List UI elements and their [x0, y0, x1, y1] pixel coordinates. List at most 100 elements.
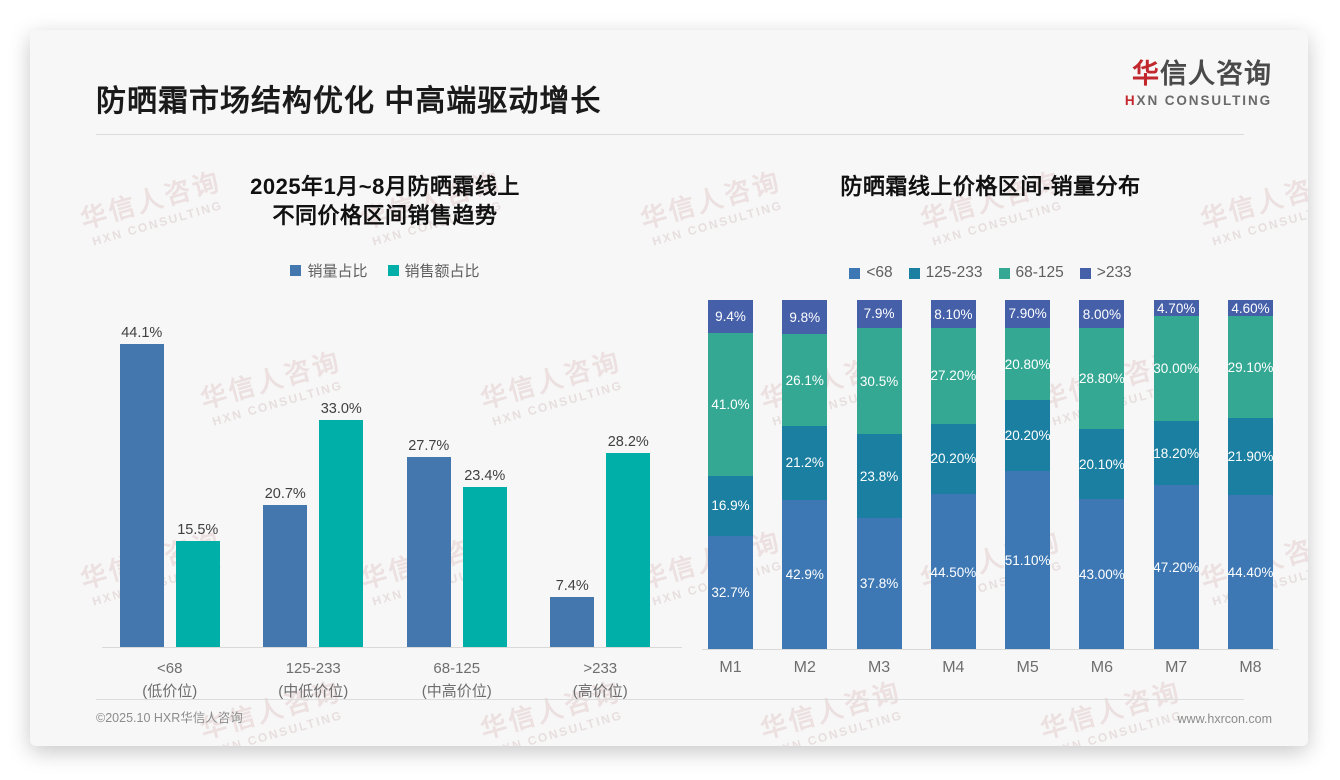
stacked-bar-segment[interactable]: 30.5%	[856, 327, 902, 435]
bar-rect[interactable]	[462, 486, 507, 649]
stacked-bar-segment[interactable]: 9.8%	[782, 300, 828, 335]
plot-area-grouped: 44.1% 15.5% 20.7% 33.0% 27.7% 23.4% 7.4% 28.2%	[80, 303, 690, 649]
stacked-bar-segment[interactable]: 7.90%	[1005, 300, 1051, 328]
x-axis-labels-grouped: <68 (低价位) 125-233 (中低价位) 68-125 (中高价位) >233 (高价…	[80, 658, 690, 703]
bar-rect[interactable]	[550, 597, 595, 649]
stacked-bar-column[interactable]: 7.9% 30.5% 23.8% 37.8%	[856, 300, 902, 651]
bar-rect[interactable]	[263, 505, 308, 649]
legend-label: 销量占比	[307, 263, 368, 281]
bar-rect[interactable]	[119, 343, 164, 649]
stacked-bar-column[interactable]: 4.70% 30.00% 18.20% 47.20%	[1153, 300, 1200, 651]
legend-swatch-icon	[1079, 267, 1091, 279]
stacked-bar-segment[interactable]: 20.20%	[930, 423, 976, 495]
segment-value-label: 8.00%	[1082, 306, 1122, 322]
stacked-bar-segment[interactable]: 20.80%	[1005, 327, 1051, 401]
stacked-bar-segment[interactable]: 4.60%	[1227, 300, 1273, 317]
bar-value-label: 44.1%	[121, 324, 163, 341]
stacked-bar-segment[interactable]: 7.9%	[856, 300, 902, 328]
bar-column[interactable]: 44.1%	[119, 325, 164, 649]
segment-value-label: 30.5%	[859, 373, 899, 389]
stacked-bar-segment[interactable]: 4.70%	[1153, 300, 1199, 317]
legend-grouped-item-0[interactable]: 销量占比	[290, 260, 368, 281]
segment-value-label: 28.80%	[1079, 370, 1125, 386]
bar-group: 20.7% 33.0%	[263, 401, 364, 649]
stacked-bar-segment[interactable]: 41.0%	[708, 332, 753, 477]
company-logo: 华信人咨询 HXN CONSULTING	[1125, 59, 1272, 108]
stacked-bar-segment[interactable]: 43.00%	[1079, 499, 1125, 650]
bar-rect[interactable]	[406, 456, 451, 649]
bar-column[interactable]: 15.5%	[175, 522, 220, 649]
stacked-bar-column[interactable]: 4.60% 29.10% 21.90% 44.40%	[1228, 300, 1273, 650]
chart-title-grouped-line2: 不同价格区间销售趋势	[272, 203, 498, 229]
chart-title-grouped: 2025年1月~8月防晒霜线上 不同价格区间销售趋势	[80, 172, 690, 230]
bar-column[interactable]: 27.7%	[406, 438, 451, 649]
stacked-bar-segment[interactable]: 29.10%	[1228, 316, 1273, 418]
stacked-bar-segment[interactable]: 47.20%	[1153, 484, 1200, 651]
stacked-bar-column[interactable]: 8.10% 27.20% 20.20% 44.50%	[930, 300, 976, 650]
stacked-bar-segment[interactable]: 26.1%	[782, 334, 828, 426]
legend-stacked: <68 125-233 68-125 >233	[698, 264, 1283, 282]
stacked-bar-segment[interactable]: 8.00%	[1079, 300, 1125, 329]
stacked-bar-segment[interactable]: 16.9%	[708, 476, 753, 536]
legend-label: <68	[866, 264, 893, 282]
segment-value-label: 20.10%	[1079, 456, 1125, 472]
stacked-bar-segment[interactable]: 18.20%	[1153, 421, 1199, 485]
stacked-bar-segment[interactable]: 21.90%	[1228, 417, 1273, 495]
stacked-bar-segment[interactable]: 44.50%	[930, 494, 976, 650]
stacked-bar-segment[interactable]: 20.20%	[1005, 400, 1051, 472]
legend-stacked-item-0[interactable]: <68	[849, 264, 893, 282]
stacked-bar-segment[interactable]: 44.40%	[1227, 494, 1274, 650]
x-axis-tick-label: M8	[1239, 659, 1262, 677]
bar-column[interactable]: 33.0%	[319, 401, 364, 649]
stacked-bar-segment[interactable]: 8.10%	[930, 300, 976, 329]
bar-rect[interactable]	[319, 420, 364, 649]
bar-column[interactable]: 7.4%	[550, 578, 595, 649]
x-axis-tick-label: M3	[867, 659, 891, 677]
x-axis-labels-stacked: M1 M2 M3 M4 M5 M6 M7 M8	[698, 659, 1283, 677]
stacked-bar-column[interactable]: 9.4% 41.0% 16.9% 32.7%	[708, 300, 753, 650]
segment-value-label: 32.7%	[711, 585, 750, 601]
segment-value-label: 23.8%	[859, 468, 899, 484]
stacked-bar-segment[interactable]: 42.9%	[782, 499, 828, 650]
stacked-bar-segment[interactable]: 23.8%	[856, 434, 902, 518]
legend-stacked-item-3[interactable]: >233	[1079, 264, 1132, 282]
bar-column[interactable]: 28.2%	[606, 434, 651, 649]
legend-stacked-item-1[interactable]: 125-233	[908, 264, 983, 282]
legend-grouped-item-1[interactable]: 销售额占比	[387, 260, 480, 281]
stacked-bar-segment[interactable]: 28.80%	[1079, 328, 1125, 429]
bar-value-label: 28.2%	[607, 434, 649, 451]
stacked-bar-segment[interactable]: 21.2%	[782, 425, 828, 500]
bar-rect[interactable]	[606, 453, 651, 649]
stacked-bar-segment[interactable]: 32.7%	[708, 535, 753, 650]
legend-stacked-item-2[interactable]: 68-125	[998, 264, 1064, 282]
bar-column[interactable]: 23.4%	[462, 468, 507, 649]
chart-title-grouped-line1: 2025年1月~8月防晒霜线上	[250, 174, 520, 199]
bar-rect[interactable]	[175, 541, 220, 649]
title-divider	[96, 134, 1244, 135]
legend-swatch-icon	[387, 265, 399, 277]
segment-value-label: 9.4%	[715, 308, 746, 324]
stacked-bar-segment[interactable]: 51.10%	[1004, 471, 1051, 650]
stacked-bar-column[interactable]: 8.00% 28.80% 20.10% 43.00%	[1079, 300, 1125, 650]
stacked-bar-segment[interactable]: 30.00%	[1153, 316, 1199, 422]
stacked-bar-segment[interactable]: 9.4%	[708, 300, 753, 333]
segment-value-label: 43.00%	[1079, 566, 1125, 582]
x-axis-tick-label: M4	[942, 659, 965, 677]
logo-chinese: 华信人咨询	[1125, 59, 1272, 90]
bar-group: 7.4% 28.2%	[550, 434, 651, 649]
segment-value-label: 44.40%	[1227, 564, 1274, 580]
segment-value-label: 47.20%	[1153, 560, 1200, 575]
legend-label: 125-233	[925, 264, 983, 282]
x-axis-tick-label: >233 (高价位)	[550, 658, 650, 703]
stacked-bar-segment[interactable]: 20.10%	[1079, 428, 1125, 500]
stacked-bar-column[interactable]: 7.90% 20.80% 20.20% 51.10%	[1004, 300, 1051, 650]
legend-swatch-icon	[998, 267, 1010, 279]
segment-value-label: 29.10%	[1227, 359, 1274, 375]
bar-column[interactable]: 20.7%	[263, 486, 308, 649]
segment-value-label: 51.10%	[1004, 553, 1051, 569]
stacked-bar-segment[interactable]: 27.20%	[930, 328, 976, 424]
segment-value-label: 4.60%	[1231, 300, 1270, 316]
stacked-bar-column[interactable]: 9.8% 26.1% 21.2% 42.9%	[782, 300, 828, 650]
stacked-bar-segment[interactable]: 37.8%	[856, 517, 902, 651]
logo-chinese-red: 华	[1132, 59, 1160, 89]
